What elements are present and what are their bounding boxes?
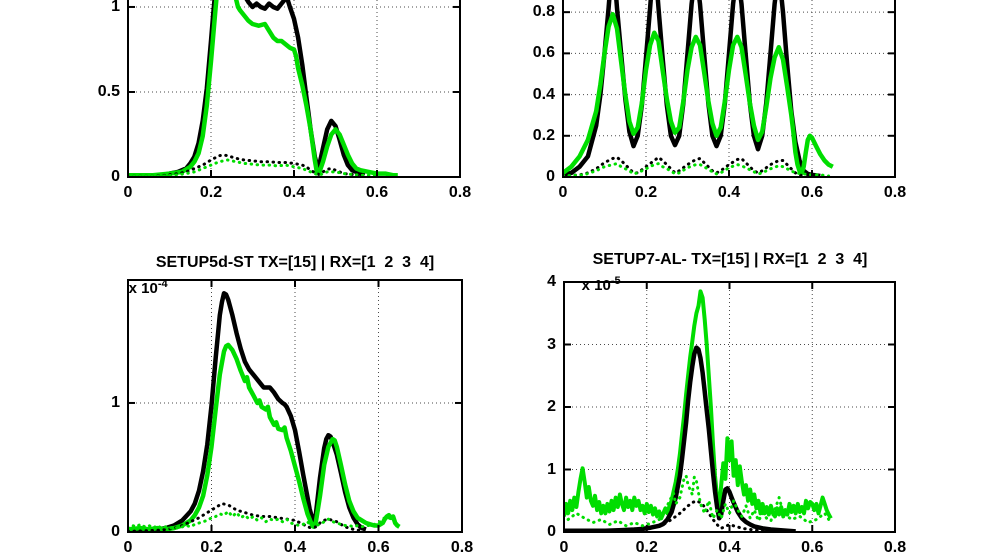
- plot-bottom-left-black-dotted-low: [128, 502, 364, 532]
- plot-top-right-black-solid-main: [563, 0, 821, 177]
- scale-base: x 10: [128, 280, 158, 297]
- plot-top-left-black-dotted-low: [128, 153, 362, 177]
- plot-top-left-green-dotted-low: [128, 158, 379, 177]
- scale-base: x 10: [581, 277, 611, 294]
- plot-bottom-left-axes-box: [127, 279, 463, 533]
- plot-top-right-green-solid-main: [563, 11, 834, 176]
- plot-bottom-right-green-dotted-scatter: [566, 474, 831, 528]
- bottom-left-y-scale-label: x 10-4: [112, 257, 168, 316]
- plot-top-left-black-solid-main: [128, 0, 366, 177]
- scale-exponent: -5: [610, 275, 621, 287]
- plot-top-right-green-dotted-low: [563, 162, 831, 177]
- bottom-left-plot-title: SETUP5d-ST TX=[15] | RX=[1 2 3 4]: [155, 254, 435, 271]
- plot-bottom-left-green-solid-main: [128, 342, 401, 532]
- plot-bottom-right: [563, 281, 896, 533]
- bottom-right-y-scale-label: x 10-5: [565, 254, 621, 313]
- plot-bottom-right-green-solid-noisy: [564, 289, 833, 521]
- plot-top-left-green-solid-main: [128, 0, 398, 177]
- bottom-right-plot-title: SETUP7-AL- TX=[15] | RX=[1 2 3 4]: [592, 251, 868, 268]
- plot-bottom-left-black-solid-main: [128, 291, 367, 532]
- scale-exponent: -4: [157, 278, 168, 290]
- plot-bottom-right-black-dotted-low: [603, 499, 785, 532]
- plot-bottom-left: [127, 279, 463, 533]
- plot-top-right: [562, 0, 896, 178]
- plot-top-right-black-dotted-low: [563, 155, 806, 177]
- plot-top-left: [127, 0, 461, 178]
